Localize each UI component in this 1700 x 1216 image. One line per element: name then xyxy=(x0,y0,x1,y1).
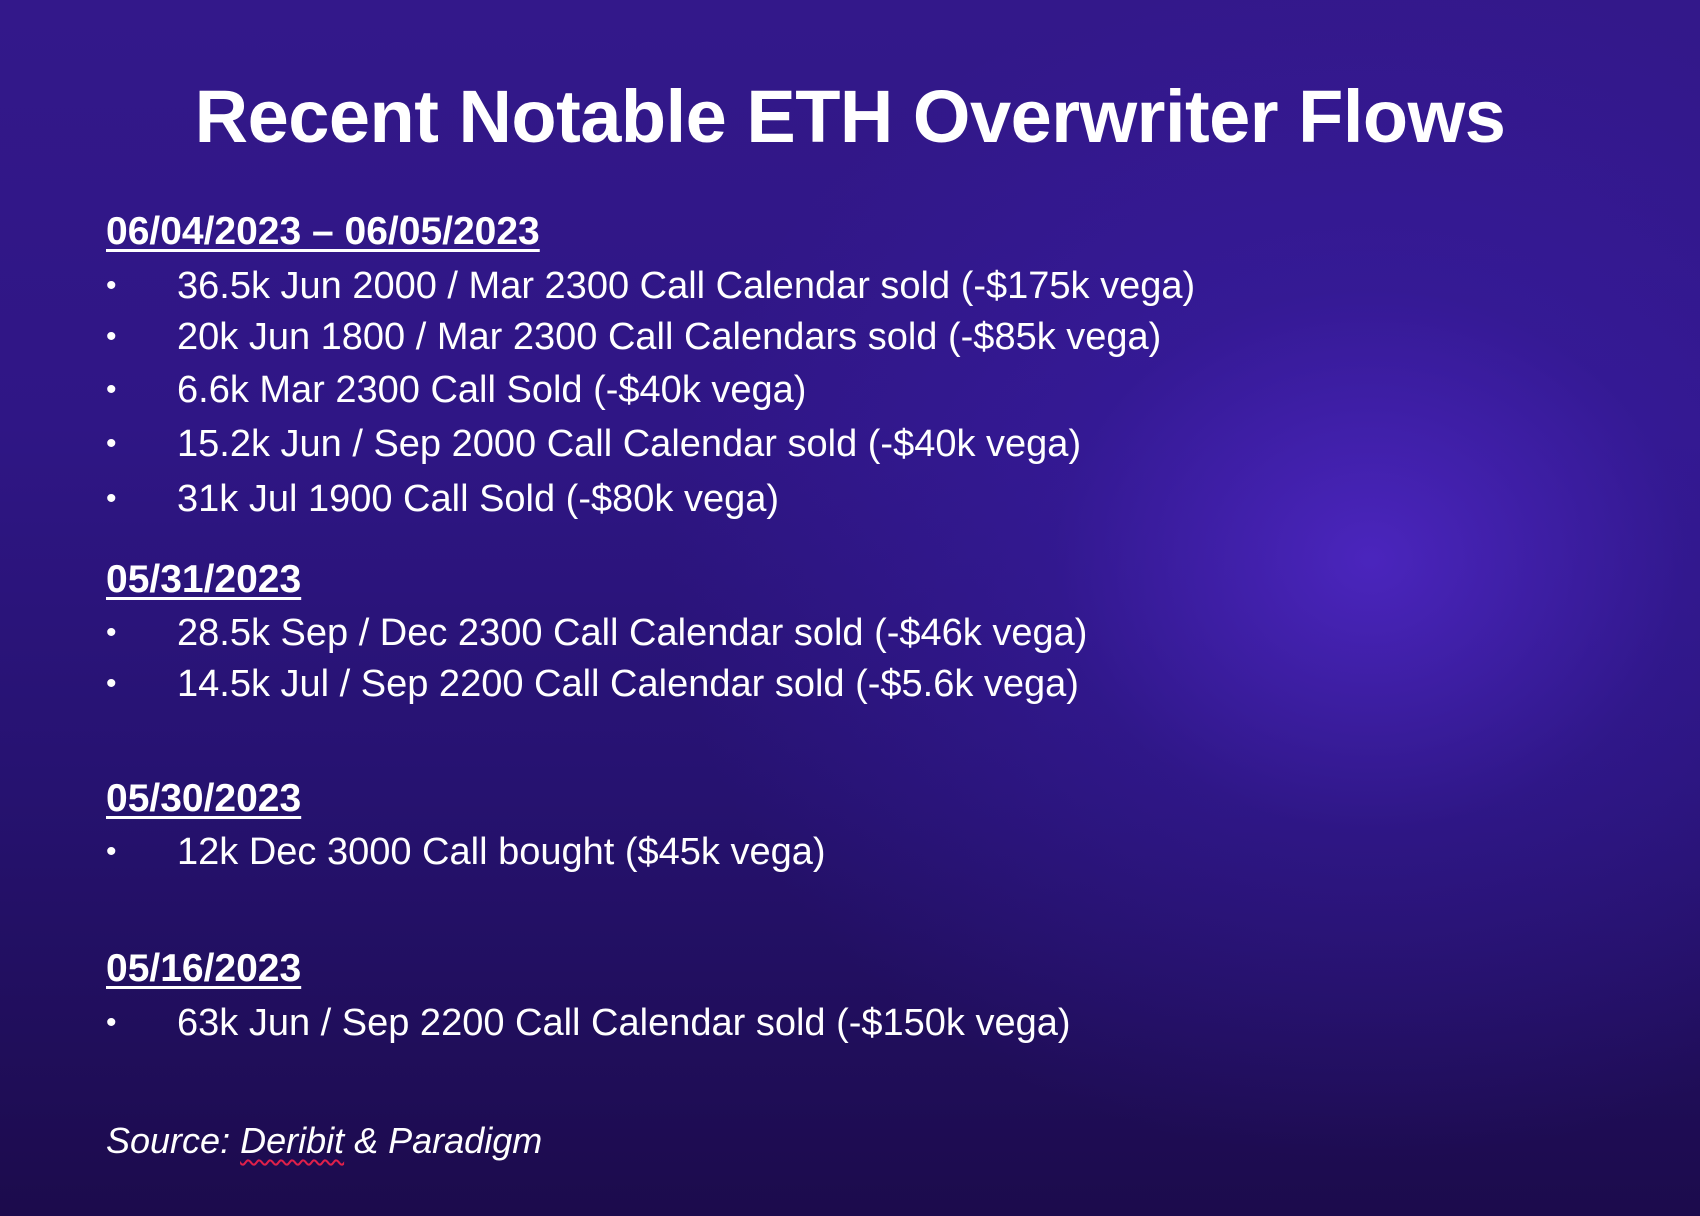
bullet-icon: • xyxy=(106,616,117,649)
bullet-icon: • xyxy=(106,835,117,868)
flow-item-text: 15.2k Jun / Sep 2000 Call Calendar sold … xyxy=(177,423,1082,465)
flow-item: • 6.6k Mar 2300 Call Sold (-$40k vega) xyxy=(0,365,1700,415)
bullet-icon: • xyxy=(106,667,117,700)
flow-item-text: 12k Dec 3000 Call bought ($45k vega) xyxy=(177,831,826,873)
bullet-icon: • xyxy=(106,269,117,302)
section-heading-row: 05/16/2023 xyxy=(0,944,1700,994)
flow-item: • 36.5k Jun 2000 / Mar 2300 Call Calendar… xyxy=(0,261,1700,311)
flow-item: • 20k Jun 1800 / Mar 2300 Call Calendars … xyxy=(0,312,1700,362)
section-date-heading: 05/16/2023 xyxy=(106,947,302,990)
flow-item-text: 20k Jun 1800 / Mar 2300 Call Calendars s… xyxy=(177,316,1162,358)
section-heading-row: 06/04/2023 – 06/05/2023 xyxy=(0,207,1700,257)
flow-item: • 63k Jun / Sep 2200 Call Calendar sold (… xyxy=(0,998,1700,1048)
bullet-icon: • xyxy=(106,373,117,406)
section-heading-row: 05/31/2023 xyxy=(0,555,1700,605)
section-date-heading: 06/04/2023 – 06/05/2023 xyxy=(106,210,540,253)
flow-item-text: 6.6k Mar 2300 Call Sold (-$40k vega) xyxy=(177,369,807,411)
flow-item: • 28.5k Sep / Dec 2300 Call Calendar sold… xyxy=(0,608,1700,658)
bullet-icon: • xyxy=(106,482,117,515)
flow-item-text: 36.5k Jun 2000 / Mar 2300 Call Calendar … xyxy=(177,265,1196,307)
flow-item-text: 14.5k Jul / Sep 2200 Call Calendar sold … xyxy=(177,663,1079,705)
section-date-heading: 05/31/2023 xyxy=(106,558,302,601)
bullet-icon: • xyxy=(106,320,117,353)
source-prefix: Source: xyxy=(106,1120,241,1161)
source-paradigm: Paradigm xyxy=(388,1120,543,1161)
bullet-icon: • xyxy=(106,427,117,460)
slide-title: Recent Notable ETH Overwriter Flows xyxy=(194,75,1506,158)
flow-item-text: 31k Jul 1900 Call Sold (-$80k vega) xyxy=(177,478,780,520)
source-separator: & xyxy=(344,1120,389,1161)
flow-item: • 31k Jul 1900 Call Sold (-$80k vega) xyxy=(0,474,1700,524)
flow-item-text: 28.5k Sep / Dec 2300 Call Calendar sold … xyxy=(177,612,1088,654)
flow-item: • 14.5k Jul / Sep 2200 Call Calendar sold… xyxy=(0,659,1700,709)
source-note: Source: Deribit & Paradigm xyxy=(106,1120,542,1162)
flow-item: • 12k Dec 3000 Call bought ($45k vega) xyxy=(0,827,1700,877)
flow-item-text: 63k Jun / Sep 2200 Call Calendar sold (-… xyxy=(177,1002,1071,1044)
section-date-heading: 05/30/2023 xyxy=(106,777,302,820)
source-deribit: Deribit xyxy=(240,1120,345,1161)
flow-item: • 15.2k Jun / Sep 2000 Call Calendar sold… xyxy=(0,419,1700,469)
bullet-icon: • xyxy=(106,1006,117,1039)
section-heading-row: 05/30/2023 xyxy=(0,774,1700,824)
